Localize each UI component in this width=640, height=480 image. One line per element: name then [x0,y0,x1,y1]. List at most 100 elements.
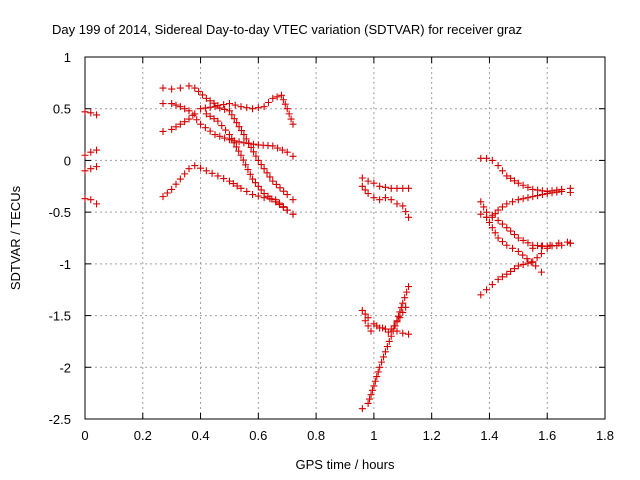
data-point-s11 [381,194,389,202]
x-tick-label: 0.6 [249,428,267,443]
data-point-s14 [364,322,372,330]
data-point-s7 [228,111,236,119]
data-point-s17 [534,192,542,200]
data-point-s9 [246,170,254,178]
data-point-s7 [211,103,219,111]
data-point-s3 [87,165,95,173]
data-point-s5 [289,120,297,128]
data-point-s8 [176,175,184,183]
data-point-s9 [225,131,233,139]
data-point-s9 [244,166,252,174]
data-point-s13 [389,327,397,335]
data-point-s15 [494,162,502,170]
data-point-s14 [384,328,392,336]
data-point-s9 [264,192,272,200]
data-point-s8 [254,192,262,200]
x-axis-label: GPS time / hours [296,457,395,472]
data-point-s8 [168,185,176,193]
x-tick-label: 1 [370,428,377,443]
data-point-s7 [245,139,253,147]
data-point-s14 [367,327,375,335]
data-point-s6 [176,103,184,111]
data-point-s11 [358,182,366,190]
data-point-s6 [197,120,205,128]
data-point-s18 [543,244,551,252]
data-point-s8 [197,164,205,172]
data-point-s6 [185,107,193,115]
data-point-s6 [211,131,219,139]
data-point-s9 [206,112,214,120]
data-point-s9 [202,110,210,118]
data-point-s18 [514,262,522,270]
data-point-s19 [537,268,545,276]
data-point-s16 [480,203,488,211]
data-point-s7 [247,144,255,151]
data-point-s15 [529,185,537,193]
data-point-s19 [532,262,540,270]
data-point-s13 [381,348,389,356]
data-point-s5 [202,94,210,102]
data-point-s9 [254,182,262,190]
data-point-s17 [503,200,511,208]
data-point-s13 [370,382,378,390]
data-point-s5 [210,99,218,107]
data-point-s19 [498,238,506,246]
data-point-s7 [197,105,205,113]
data-points [81,82,574,413]
data-point-s8 [191,162,199,170]
data-point-s14 [373,322,381,330]
data-point-s16 [477,198,485,206]
data-point-s6 [181,105,189,113]
data-point-s11 [405,213,413,221]
data-point-s7 [252,152,260,160]
data-point-s15 [519,181,527,189]
data-point-s7 [280,187,288,195]
data-point-s19 [491,229,499,237]
data-point-s5 [243,104,251,112]
data-point-s16 [494,216,502,224]
data-point-s13 [366,395,374,403]
data-point-s13 [371,377,379,385]
data-point-s5 [249,105,257,113]
data-point-s8 [249,191,257,199]
data-point-s12 [358,306,366,314]
data-point-s19 [523,255,531,263]
data-point-s11 [370,194,378,202]
data-point-s5 [231,101,239,109]
y-tick-label: -1.5 [49,309,71,324]
y-tick-label: -2 [59,360,71,375]
data-point-s7 [237,127,245,135]
data-point-s18 [488,281,496,289]
data-point-s9 [242,161,250,169]
data-point-s6 [278,146,286,154]
data-point-s9 [279,203,287,211]
data-point-s9 [268,195,276,203]
data-point-s19 [519,251,527,259]
data-point-s5 [283,105,291,113]
data-point-s15 [510,177,518,185]
data-point-s9 [232,143,240,151]
data-point-s14 [393,318,401,326]
data-point-s7 [289,196,297,204]
data-point-s6 [206,127,214,135]
data-point-s15 [503,172,511,180]
data-point-s6 [221,134,229,142]
data-point-s7 [260,165,268,173]
data-point-s12 [405,330,413,338]
data-point-s17 [494,206,502,214]
y-tick-label: 0 [64,153,71,168]
data-point-s9 [249,175,257,183]
data-point-s10 [405,184,413,192]
data-point-s18 [483,286,491,294]
data-point-s1 [81,108,89,116]
data-point-s20 [555,239,563,247]
data-point-s9 [210,115,218,123]
data-point-s18 [494,275,502,283]
data-point-s13 [403,288,411,296]
data-point-s4 [87,196,95,204]
data-point-s20 [566,239,574,247]
data-point-s18 [503,270,511,278]
axis-ticks: 0 0.2 0.4 0.6 0.8 1 1.2 1.4 1.6 1.8 1 0.5 0 -0.5 -1 -1.… [49,50,614,443]
data-point-s11 [387,196,395,204]
